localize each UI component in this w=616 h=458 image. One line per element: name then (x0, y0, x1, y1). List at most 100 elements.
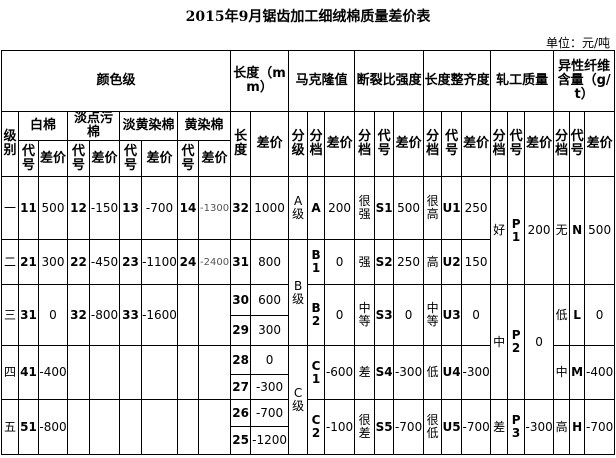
header-cell: 轧工质量 (490, 50, 555, 112)
table-cell: -1600 (141, 284, 178, 346)
header-cell: 黄染棉 (176, 111, 232, 141)
table-cell (119, 345, 142, 400)
table-cell: 低 (423, 345, 443, 400)
table-cell: 强 (354, 239, 376, 285)
table-cell (67, 399, 90, 455)
table-cell: -300 (524, 399, 555, 455)
table-cell: -700 (393, 399, 425, 455)
table-cell: -400 (584, 345, 616, 400)
table-cell: 无 (553, 176, 571, 285)
table-cell: 29 (230, 315, 252, 346)
table-cell: C1 (307, 345, 326, 400)
table-cell (177, 345, 199, 400)
table-cell: 三 (1, 284, 19, 346)
table-row: 五 51 -800 26 -700 C2 -100 很差 S5 -700 很低 U5 -700 差 P3 -3… (1, 399, 616, 455)
table-row: 29 300 (2, 315, 615, 346)
table-cell: 高 (553, 399, 571, 455)
header-cell: 分级 (288, 111, 309, 177)
table-cell: 0 (324, 239, 356, 285)
table-cell: 很低 (423, 399, 443, 455)
table-cell: 高 (423, 239, 443, 285)
table-cell: -700 (461, 399, 492, 455)
table-row: 25 -1200 (2, 426, 615, 455)
table-cell: L (569, 284, 586, 346)
table-cell: A级 (288, 176, 309, 240)
table-cell: 0 (461, 284, 492, 346)
header-cell: 分档 (307, 111, 326, 177)
header-cell: 代号 (441, 111, 463, 177)
table-cell: 21 (18, 239, 39, 285)
table-cell: 23 (119, 239, 142, 285)
table-cell: 好 (490, 176, 509, 285)
table-cell (89, 345, 120, 400)
table-cell: 四 (1, 345, 19, 400)
header-cell: 淡黄染棉 (119, 111, 178, 141)
table-row: 四 41 -400 28 0 C级 C1 -600 差 S4 -300 低 U4 -300 中 M -400 (1, 345, 616, 455)
table-cell: -300 (393, 345, 425, 400)
table-cell: 150 (461, 239, 492, 285)
table-cell: B1 (307, 239, 326, 285)
table-cell (67, 345, 90, 400)
table-header: 颜色级 长度（mm） 马克隆值 断裂比强度 长度整齐度 轧工质量 异性纤维含量（g/t） 级别… (0, 50, 616, 177)
header-cell: 差价 (89, 140, 120, 177)
header-cell: 马克隆值 (288, 50, 356, 112)
table-cell: 0 (324, 284, 356, 346)
table-cell: S3 (374, 284, 395, 346)
table-cell (141, 399, 178, 455)
table-cell: -2400 (197, 239, 232, 285)
table-cell: -700 (250, 399, 290, 427)
table-cell: C级 (288, 345, 309, 455)
table-cell: 0 (250, 345, 290, 375)
header-cell: 代号 (67, 140, 90, 177)
table-cell: 500 (584, 176, 616, 285)
header-cell: 差价 (393, 111, 425, 177)
table-cell: 30 (230, 284, 252, 316)
table-cell: 13 (119, 176, 142, 240)
table-cell: A (307, 176, 326, 240)
header-cell: 差价 (141, 140, 178, 177)
table-cell: 27 (230, 374, 252, 400)
table-cell: 25 (230, 426, 252, 455)
table-row: 二 21 300 22 -450 23 -1100 24 -2400 31 800 B级 B1 0 强 S2 2… (1, 239, 615, 346)
table-cell: 中 (553, 345, 571, 400)
table-cell: 五 (1, 399, 19, 455)
table-cell: U3 (441, 284, 463, 346)
header-cell: 代号 (18, 140, 39, 177)
header-cell: 分档 (553, 111, 571, 177)
header-cell: 颜色级 (0, 50, 232, 112)
table-cell: 26 (230, 399, 252, 427)
table-cell: -800 (89, 284, 120, 346)
table-cell: -150 (89, 176, 120, 240)
table-cell: 600 (250, 284, 290, 316)
table-cell: 中等 (354, 284, 376, 346)
header-row: 代号 差价 代号 差价 代号 差价 代号 差价 (2, 140, 615, 177)
table-cell: 14 (177, 176, 199, 240)
table-cell: 250 (393, 239, 425, 285)
header-cell: 长度整齐度 (423, 50, 492, 112)
table-cell: H (569, 399, 586, 455)
table-cell: 200 (324, 176, 356, 240)
page-title: 2015年9月锯齿加工细绒棉质量差价表 (185, 9, 431, 25)
table-cell: -400 (38, 345, 68, 400)
table-cell: -800 (38, 399, 68, 455)
table-cell: U2 (441, 239, 463, 285)
header-cell: 差价 (38, 140, 68, 177)
table-cell: -100 (324, 399, 356, 455)
table-cell (197, 284, 232, 346)
table-cell: 32 (67, 284, 90, 346)
table-cell: 300 (38, 239, 68, 285)
table-cell: -1300 (197, 176, 232, 240)
table-cell: 500 (38, 176, 68, 240)
table-cell: 500 (393, 176, 425, 240)
header-cell: 代号 (507, 111, 526, 177)
header-cell: 差价 (524, 111, 555, 177)
table-cell: 31 (230, 239, 252, 285)
table-cell (141, 345, 178, 400)
table-cell: 低 (553, 284, 571, 346)
table-cell: -700 (584, 399, 616, 455)
table-cell (119, 399, 142, 455)
table-row: 一 11 500 12 -150 13 -700 14 -1300 32 1000 A级 A 200 很强 S… (1, 176, 616, 285)
table-cell: 12 (67, 176, 90, 240)
table-cell: S4 (374, 345, 395, 400)
price-difference-table: 颜色级 长度（mm） 马克隆值 断裂比强度 长度整齐度 轧工质量 异性纤维含量（g/t） 级别… (0, 50, 616, 455)
